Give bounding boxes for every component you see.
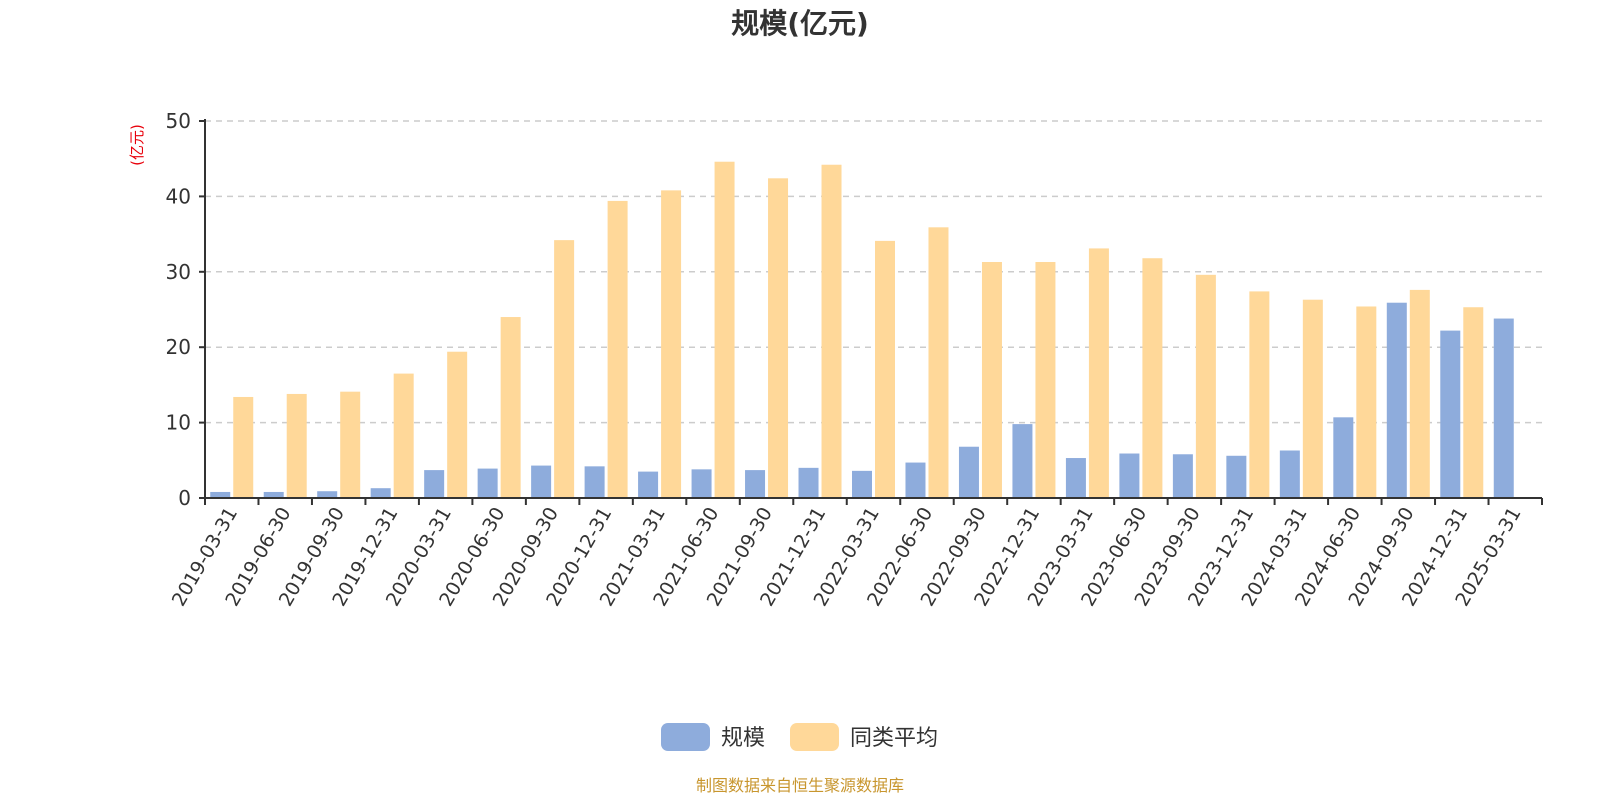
bar-peer-average	[1195, 274, 1216, 498]
bar-peer-average	[875, 240, 895, 499]
x-tick-labels: 2019-03-312019-06-302019-09-302019-12-31…	[168, 504, 1526, 611]
legend-swatch	[790, 723, 839, 751]
legend-label: 规模	[721, 726, 765, 751]
legend[interactable]: 规模 同类平均	[661, 723, 938, 751]
bar-peer-average	[554, 240, 575, 498]
bar-scale	[1386, 302, 1407, 498]
y-tick-label: 0	[178, 486, 191, 510]
bar-peer-average	[1356, 306, 1377, 498]
bar-peer-average	[821, 164, 842, 498]
bar-peer-average	[447, 351, 468, 498]
bar-scale	[1493, 318, 1514, 498]
y-tick-label: 40	[166, 184, 191, 208]
bar-scale	[1279, 450, 1300, 498]
data-source-note: 制图数据来自恒生聚源数据库	[696, 776, 904, 795]
axes	[199, 119, 1543, 505]
bar-peer-average	[607, 200, 628, 498]
bar-peer-average	[1409, 289, 1430, 498]
y-tick-labels: 0 10 20 30 40 50	[166, 109, 191, 510]
bar-scale	[370, 488, 391, 498]
y-axis-unit: (亿元)	[128, 124, 146, 166]
bar-scale	[317, 491, 338, 498]
bar-peer-average	[340, 391, 361, 498]
y-tick-label: 10	[166, 411, 191, 435]
bar-peer-average	[1035, 261, 1056, 498]
bar-scale	[905, 462, 926, 498]
bar-scale	[1012, 424, 1033, 498]
y-tick-label: 50	[166, 109, 191, 133]
bar-scale	[1440, 330, 1461, 498]
bar-scale	[1226, 455, 1247, 498]
y-tick-label: 30	[166, 260, 191, 284]
bar-scale	[638, 471, 659, 498]
bar-peer-average	[1463, 307, 1484, 498]
bar-scale	[798, 467, 819, 498]
bar-peer-average	[1302, 299, 1323, 498]
bar-peer-average	[768, 178, 789, 498]
bar-peer-average	[714, 161, 735, 498]
bar-scale	[531, 465, 552, 498]
bar-scale	[1333, 417, 1354, 498]
bars	[210, 161, 1514, 499]
bar-peer-average	[928, 227, 949, 498]
bar-scale	[745, 470, 766, 498]
bar-scale	[1065, 458, 1086, 498]
y-tick-label: 20	[166, 335, 191, 359]
bar-peer-average	[286, 393, 307, 498]
legend-label: 同类平均	[850, 726, 938, 751]
bar-peer-average	[661, 190, 682, 499]
bar-scale	[1119, 453, 1140, 498]
bar-peer-average	[233, 396, 254, 498]
bar-scale	[958, 446, 979, 498]
bar-scale	[852, 470, 872, 498]
legend-item-scale[interactable]: 规模	[661, 723, 765, 751]
bar-scale	[477, 468, 498, 498]
bar-scale	[584, 466, 605, 498]
bar-scale	[210, 491, 231, 498]
bar-peer-average	[1088, 248, 1109, 498]
legend-swatch	[661, 723, 710, 751]
bar-peer-average	[1249, 291, 1270, 498]
bar-peer-average	[393, 373, 414, 498]
bar-peer-average	[500, 317, 521, 498]
bar-scale	[1172, 454, 1193, 498]
bar-scale	[263, 491, 284, 498]
bar-scale	[691, 469, 712, 498]
bar-peer-average	[1142, 258, 1163, 498]
legend-item-peer-average[interactable]: 同类平均	[790, 723, 938, 751]
chart-title: 规模(亿元)	[731, 7, 869, 40]
bar-peer-average	[981, 261, 1002, 498]
bar-scale	[424, 470, 445, 498]
